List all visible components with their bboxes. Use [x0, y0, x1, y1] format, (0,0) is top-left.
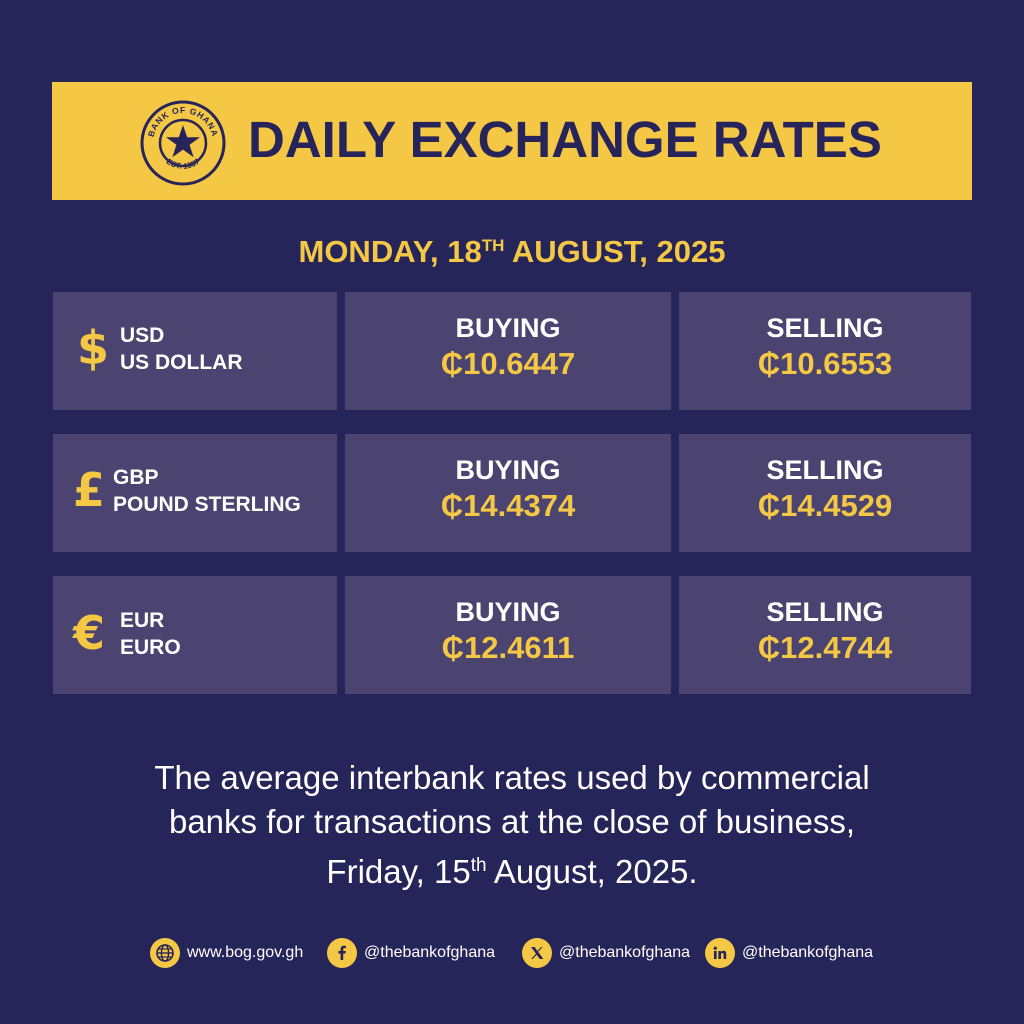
linkedin-icon — [705, 938, 735, 968]
linkedin-handle: @thebankofghana — [742, 944, 874, 961]
euro-icon: € — [73, 606, 106, 660]
facebook-icon — [327, 938, 357, 968]
footnote-line-2: banks for transactions at the close of b… — [168, 803, 856, 840]
currency-cell-gbp: £ GBP POUND STERLING — [53, 434, 337, 552]
date-heading: MONDAY, 18TH AUGUST, 2025 — [0, 224, 1024, 274]
currency-cell-eur: € EUR EURO — [53, 576, 337, 694]
currency-name: EURO — [120, 636, 181, 659]
bank-of-ghana-seal-icon: BANK OF GHANA EST. 1957 — [140, 100, 226, 186]
buying-cell-gbp: BUYING ₵14.4374 — [345, 434, 671, 552]
footer-facebook-link[interactable]: @thebankofghana — [327, 936, 495, 970]
date-ordinal-suffix: TH — [481, 236, 505, 255]
buying-cell-eur: BUYING ₵12.4611 — [345, 576, 671, 694]
currency-code: GBP — [113, 466, 159, 489]
selling-cell-eur: SELLING ₵12.4744 — [679, 576, 971, 694]
selling-label: SELLING — [766, 313, 884, 343]
currency-cell-usd: $ USD US DOLLAR — [53, 292, 337, 410]
currency-code: USD — [120, 324, 165, 347]
footnote-date-suffix: th — [470, 855, 487, 876]
buying-rate-value: ₵14.4374 — [440, 488, 576, 523]
selling-rate-value: ₵12.4744 — [757, 630, 893, 665]
footnote-line-3: Friday, 15th August, 2025. — [60, 844, 964, 894]
selling-label: SELLING — [766, 455, 884, 485]
x-icon — [522, 938, 552, 968]
currency-name: US DOLLAR — [120, 351, 243, 374]
buying-label: BUYING — [455, 313, 561, 343]
selling-cell-gbp: SELLING ₵14.4529 — [679, 434, 971, 552]
footnote: The average interbank rates used by comm… — [60, 756, 964, 894]
svg-text:EST. 1957: EST. 1957 — [165, 157, 202, 171]
currency-name: POUND STERLING — [113, 493, 301, 516]
x-handle: @thebankofghana — [559, 944, 691, 961]
footnote-date-end: August, 2025. — [486, 853, 698, 890]
footer-website-link[interactable]: www.bog.gov.gh — [150, 936, 303, 970]
selling-rate-value: ₵10.6553 — [757, 346, 893, 381]
buying-rate-value: ₵10.6447 — [440, 346, 576, 381]
footnote-date-start: Friday, 15 — [326, 853, 471, 890]
selling-rate-value: ₵14.4529 — [757, 488, 893, 523]
buying-label: BUYING — [455, 455, 561, 485]
pound-icon: £ — [73, 463, 106, 517]
buying-cell-usd: BUYING ₵10.6447 — [345, 292, 671, 410]
buying-rate-value: ₵12.4611 — [441, 630, 575, 665]
buying-label: BUYING — [455, 597, 561, 627]
facebook-handle: @thebankofghana — [364, 944, 496, 961]
date-weekday-day: MONDAY, 18 — [298, 234, 482, 269]
currency-code: EUR — [120, 609, 165, 632]
globe-icon — [150, 938, 180, 968]
footer-x-link[interactable]: @thebankofghana — [522, 936, 690, 970]
website-text: www.bog.gov.gh — [187, 944, 304, 961]
date-month-year: AUGUST, 2025 — [504, 234, 726, 269]
footnote-line-1: The average interbank rates used by comm… — [154, 759, 870, 796]
dollar-icon: $ — [77, 321, 110, 375]
selling-cell-usd: SELLING ₵10.6553 — [679, 292, 971, 410]
page-title: DAILY EXCHANGE RATES — [248, 111, 882, 168]
selling-label: SELLING — [766, 597, 884, 627]
footer-linkedin-link[interactable]: @thebankofghana — [705, 936, 873, 970]
